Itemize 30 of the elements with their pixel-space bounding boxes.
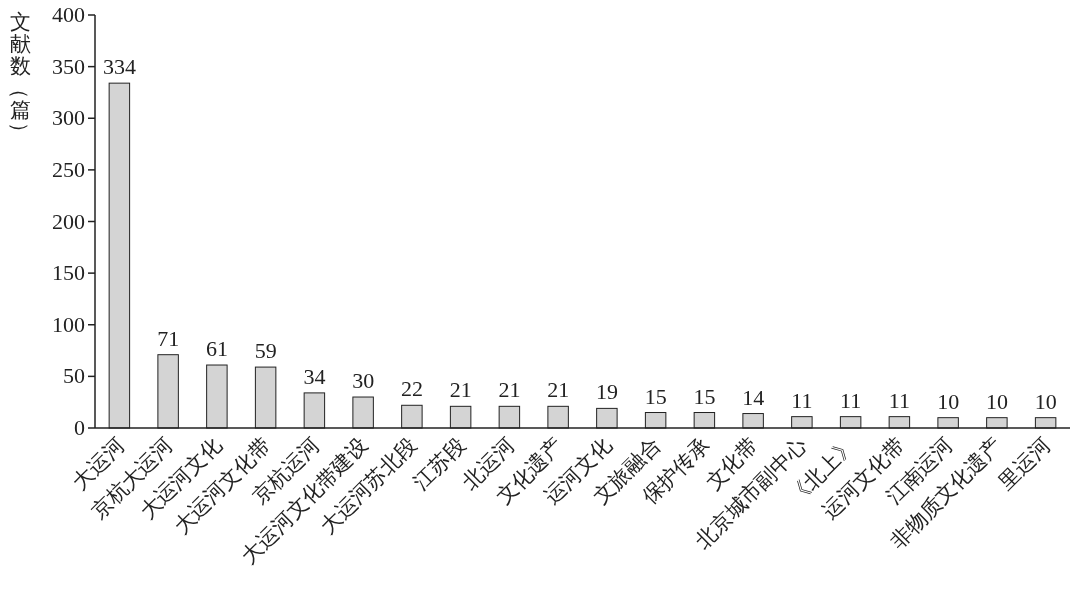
data-label: 21 — [449, 377, 472, 403]
data-label: 21 — [547, 377, 570, 403]
y-tick-label: 200 — [52, 208, 85, 234]
y-tick-label: 50 — [63, 363, 85, 389]
y-axis-title: 文献数（篇） — [8, 10, 32, 143]
data-label: 11 — [840, 387, 862, 413]
data-label: 34 — [303, 363, 326, 389]
data-label: 11 — [791, 387, 813, 413]
y-tick-label: 300 — [52, 105, 85, 131]
data-label: 21 — [498, 377, 521, 403]
y-tick-label: 100 — [52, 311, 85, 337]
y-tick-label: 250 — [52, 156, 85, 182]
data-label: 10 — [985, 388, 1008, 414]
data-label: 59 — [254, 338, 277, 364]
data-label: 11 — [888, 387, 910, 413]
data-label: 15 — [644, 383, 667, 409]
data-label: 10 — [1034, 388, 1057, 414]
data-label: 30 — [352, 368, 375, 394]
data-label: 15 — [693, 383, 716, 409]
data-label: 19 — [595, 379, 618, 405]
data-label: 71 — [157, 325, 180, 351]
data-label: 61 — [205, 336, 228, 362]
y-tick-label: 0 — [74, 415, 85, 440]
data-label: 334 — [102, 54, 136, 80]
y-tick-label: 350 — [52, 53, 85, 79]
y-tick-label: 400 — [52, 2, 85, 27]
data-label: 14 — [742, 384, 765, 410]
data-label: 10 — [937, 388, 960, 414]
data-label: 22 — [400, 376, 423, 402]
y-tick-label: 150 — [52, 260, 85, 286]
